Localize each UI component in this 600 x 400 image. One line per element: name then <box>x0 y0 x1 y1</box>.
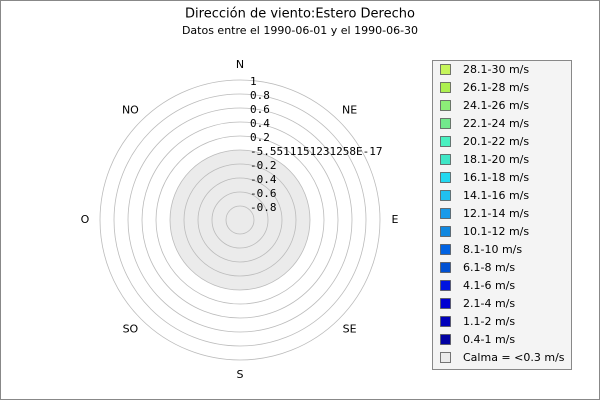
legend-box <box>432 60 572 370</box>
r-tick-label: 0.2 <box>250 131 270 144</box>
r-tick-label: 0.8 <box>250 89 270 102</box>
ring <box>183 163 297 277</box>
legend-swatch <box>440 190 451 201</box>
legend-label: 4.1-6 m/s <box>463 279 515 292</box>
legend-swatch <box>440 334 451 345</box>
legend-label: 18.1-20 m/s <box>463 153 529 166</box>
legend-label: 20.1-22 m/s <box>463 135 529 148</box>
r-tick-label: -0.8 <box>250 201 277 214</box>
legend-label: 1.1-2 m/s <box>463 315 515 328</box>
ring <box>197 177 283 263</box>
legend-label: 10.1-12 m/s <box>463 225 529 238</box>
r-tick-label: -0.6 <box>250 187 277 200</box>
legend-label: Calma = <0.3 m/s <box>463 351 565 364</box>
legend-swatch <box>440 316 451 327</box>
ring <box>225 205 255 235</box>
legend-label: 6.1-8 m/s <box>463 261 515 274</box>
legend-swatch <box>440 136 451 147</box>
legend-label: 24.1-26 m/s <box>463 99 529 112</box>
direction-label: O <box>81 213 90 226</box>
direction-label: S <box>237 368 244 381</box>
legend-swatch <box>440 100 451 111</box>
direction-label: NE <box>342 103 357 116</box>
ring <box>169 149 311 291</box>
legend-swatch <box>440 244 451 255</box>
legend-label: 8.1-10 m/s <box>463 243 522 256</box>
legend-label: 0.4-1 m/s <box>463 333 515 346</box>
direction-label: N <box>236 58 244 71</box>
ring <box>99 79 381 361</box>
direction-label: SE <box>343 323 357 336</box>
legend-label: 22.1-24 m/s <box>463 117 529 130</box>
legend-label: 16.1-18 m/s <box>463 171 529 184</box>
direction-label: E <box>392 213 399 226</box>
ring <box>113 93 367 347</box>
direction-label: NO <box>122 103 139 116</box>
chart-subtitle: Datos entre el 1990-06-01 y el 1990-06-3… <box>182 24 418 37</box>
r-tick-label: -0.2 <box>250 159 277 172</box>
ring <box>141 121 339 319</box>
calm-disk <box>170 150 310 290</box>
r-tick-label: -0.4 <box>250 173 277 186</box>
legend-label: 12.1-14 m/s <box>463 207 529 220</box>
r-tick-label: 1 <box>250 75 257 88</box>
r-tick-label: -5.5511151231258E-17 <box>250 145 382 158</box>
legend-label: 26.1-28 m/s <box>463 81 529 94</box>
direction-label: SO <box>123 323 139 336</box>
legend-label: 14.1-16 m/s <box>463 189 529 202</box>
legend-swatch <box>440 118 451 129</box>
legend-swatch <box>440 208 451 219</box>
legend-swatch <box>440 298 451 309</box>
legend-swatch <box>440 172 451 183</box>
legend-swatch <box>440 280 451 291</box>
legend-swatch <box>440 352 451 363</box>
legend-label: 28.1-30 m/s <box>463 63 529 76</box>
ring <box>127 107 353 333</box>
legend-swatch <box>440 154 451 165</box>
legend-swatch <box>440 262 451 273</box>
r-tick-label: 0.4 <box>250 117 270 130</box>
legend-label: 2.1-4 m/s <box>463 297 515 310</box>
legend-swatch <box>440 64 451 75</box>
ring <box>155 135 325 305</box>
legend-swatch <box>440 226 451 237</box>
r-tick-label: 0.6 <box>250 103 270 116</box>
ring <box>211 191 269 249</box>
chart-title: Dirección de viento:Estero Derecho <box>185 7 415 22</box>
legend-swatch <box>440 82 451 93</box>
